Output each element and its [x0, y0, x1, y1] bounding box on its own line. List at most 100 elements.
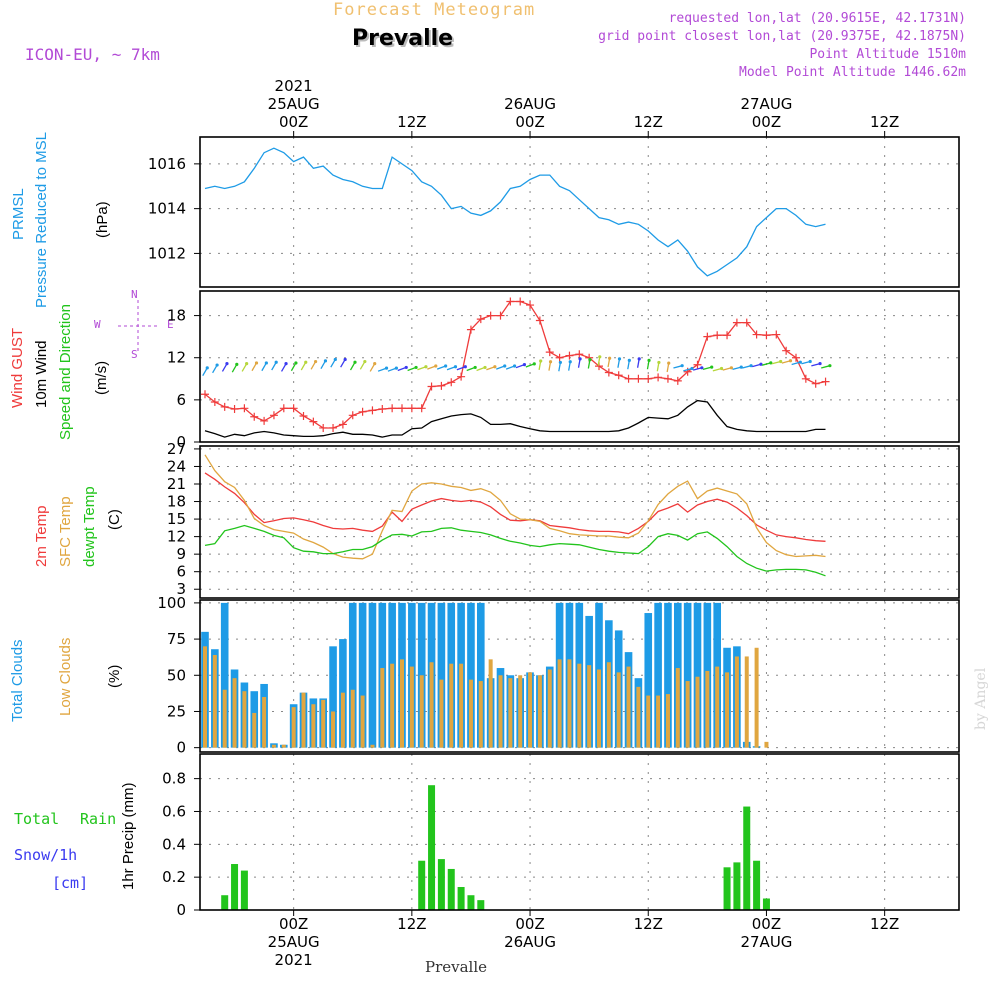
wind-arrow-head [657, 360, 661, 365]
low-cloud-bar [262, 696, 267, 748]
gust-marker [476, 315, 485, 324]
wind-arrow-head [667, 361, 671, 365]
gust-marker [506, 297, 515, 306]
wind-arrow-head [729, 366, 733, 370]
gust-marker [732, 318, 741, 327]
wind-arrow-head [719, 366, 724, 371]
wind-arrow-head [503, 364, 507, 368]
wind-arrow-head [788, 359, 793, 363]
temperature-ytick-label: 6 [176, 563, 186, 581]
temperature-ytick-label: 12 [167, 528, 186, 546]
compass-n: N [131, 288, 138, 301]
low-cloud-bar [252, 712, 257, 748]
wind-ytick-label: 0 [176, 433, 186, 451]
wind-arrow-head [749, 364, 753, 368]
model-label: ICON-EU, ~ 7km [25, 45, 160, 64]
clouds-ytick-label: 0 [176, 739, 186, 757]
pressure-line-series [204, 147, 826, 277]
requested-coords: requested lon,lat (20.9615E, 42.1731N) [668, 11, 966, 26]
rain-bar [457, 887, 465, 910]
wind-arrow-head [304, 360, 308, 364]
gust-marker [250, 412, 259, 421]
low-cloud-bar [429, 662, 434, 748]
low-cloud-bar [488, 659, 493, 748]
top-time-label: 00Z [279, 113, 308, 131]
rain-bar [762, 898, 770, 910]
low-cloud-bar [587, 665, 592, 748]
wind-gust-series [204, 300, 826, 429]
wind-arrow-head [333, 357, 337, 362]
precip-label-snow: Snow/1h [14, 846, 78, 864]
low-cloud-bar [646, 695, 651, 748]
total-cloud-bar [664, 602, 672, 748]
low-cloud-bar [459, 663, 464, 748]
gust-marker [575, 350, 584, 359]
low-cloud-bar [764, 741, 769, 748]
gust-marker [516, 297, 525, 306]
gust-marker [220, 402, 229, 411]
low-cloud-bar [409, 666, 414, 748]
wind-arrow-head [637, 357, 641, 361]
low-cloud-bar [616, 672, 621, 748]
wind-arrow-head [710, 365, 714, 369]
gust-marker [713, 331, 722, 340]
top-time-label: 27AUG [740, 95, 792, 113]
wind-arrow-head [548, 360, 553, 364]
bottom-time-label: 00Z [279, 915, 308, 933]
low-cloud-bar [734, 656, 739, 748]
pressure-ytick-label: 1016 [148, 155, 186, 173]
wind-arrow-head [434, 364, 438, 368]
low-cloud-bar [449, 663, 454, 748]
total-cloud-bar [644, 613, 653, 748]
low-cloud-bar [331, 711, 336, 748]
gust-marker [535, 316, 544, 325]
location-title: Prevalle [352, 26, 454, 51]
gust-marker [673, 376, 682, 385]
gust-marker [811, 379, 820, 388]
wind-arrow-head [647, 358, 651, 362]
low-cloud-bar [350, 689, 355, 748]
gust-marker [545, 348, 554, 357]
low-cloud-bar [271, 744, 276, 748]
temperature-2m-series [204, 472, 826, 542]
total-cloud-bar [654, 602, 662, 748]
low-cloud-bar [439, 679, 444, 748]
low-cloud-bar [281, 744, 286, 748]
gust-marker [762, 331, 771, 340]
wind-arrow-head [598, 355, 602, 359]
total-cloud-bar [358, 602, 367, 748]
low-cloud-bar [370, 744, 375, 748]
wind-arrow-head [680, 364, 684, 368]
low-cloud-bar [537, 675, 542, 748]
gust-marker [348, 411, 357, 420]
low-cloud-bar [754, 647, 759, 748]
low-cloud-bar [744, 656, 749, 748]
gust-marker [260, 416, 269, 425]
rain-bar [743, 806, 751, 910]
top-time-label: 00Z [515, 113, 544, 131]
gust-marker [496, 311, 505, 320]
rain-bar [437, 859, 445, 910]
gust-marker [230, 404, 239, 413]
total-cloud-bar [368, 602, 377, 748]
total-cloud-bar [683, 602, 692, 748]
gust-marker [782, 346, 791, 355]
pressure-panel-bg [200, 137, 959, 287]
compass-e: E [167, 318, 174, 331]
precip-label-rain: Rain [80, 810, 117, 828]
total-cloud-bar [348, 602, 357, 748]
footer-location: Prevalle [425, 958, 488, 976]
gust-marker [723, 331, 732, 340]
gust-marker [319, 423, 328, 432]
wind-arrow-head [343, 357, 347, 362]
model-altitude: Model Point Altitude 1446.62m [739, 65, 966, 80]
clouds-ytick-label: 75 [167, 630, 186, 648]
low-cloud-bar [508, 678, 513, 748]
top-time-label: 12Z [397, 113, 426, 131]
wind-arrow-head [323, 359, 328, 363]
low-cloud-bar [242, 691, 247, 748]
gust-marker [555, 353, 564, 362]
gust-marker [378, 404, 387, 413]
rain-bar [428, 785, 436, 910]
